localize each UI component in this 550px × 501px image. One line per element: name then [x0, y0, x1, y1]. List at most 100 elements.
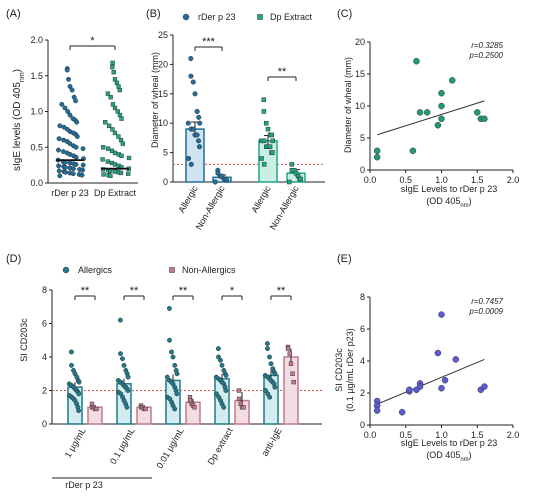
panel-d-point-allergic	[272, 371, 278, 377]
panel-d-sig-stars: **	[81, 285, 90, 297]
panel-a-point-rder	[73, 98, 79, 104]
panel-b-point	[212, 179, 218, 185]
panel-a-point-dp	[112, 162, 118, 167]
panel-d-legend-marker-allergic	[62, 266, 70, 274]
panel-a-chart: sIgE levels (OD 405nm) 0.0 0.5 1.0 1.5 2.0 rD…	[12, 35, 138, 198]
panel-b-point	[196, 144, 203, 150]
panel-e-point	[438, 384, 445, 392]
panel-b-point	[269, 132, 274, 138]
panel-e-ylabel-line2: (0.1 µg/mL rDer p23)	[345, 328, 355, 411]
panel-a-point-rder	[56, 136, 62, 142]
panel-a-point-dp	[116, 84, 121, 89]
panel-b-point	[192, 91, 198, 97]
panel-c-point	[409, 147, 417, 155]
panel-b-point	[224, 177, 230, 183]
panel-b-y-tick-label: 25	[158, 30, 168, 40]
panel-d-point-allergic	[174, 371, 180, 377]
panel-e-x-tick-label: 1.5	[471, 430, 484, 440]
panel-b-chart: Diameter of wheal (mm) 0 5 10 15 20 25 Allergi…	[150, 12, 325, 231]
panel-a-point-rder	[79, 172, 85, 178]
panel-c-point	[416, 109, 424, 116]
panel-d-sig-stars: **	[130, 285, 139, 297]
panel-b-point	[261, 109, 267, 114]
panel-a-point-rder	[73, 161, 79, 167]
panel-a-point-dp	[110, 127, 115, 132]
panel-a-point-dp	[114, 80, 120, 86]
panel-d-y-tick-label: 6	[42, 319, 47, 329]
panel-d-point-nonallergic	[290, 371, 295, 376]
panel-b-point	[190, 126, 196, 132]
panel-b-point	[261, 138, 267, 144]
panel-a-point-dp	[106, 123, 112, 128]
panel-a-point-rder	[63, 169, 69, 175]
panel-d-point-allergic	[218, 357, 223, 363]
panel-d-category-label: anti-IgE	[260, 426, 284, 458]
panel-e-ylabel-line1: SI CD203c	[334, 348, 344, 392]
panel-b-point	[263, 120, 269, 126]
panel-a-point-rder	[74, 119, 80, 125]
panel-d-point-allergic	[223, 372, 229, 378]
panel-d-point-allergic	[167, 337, 172, 343]
panel-d-point-allergic	[68, 349, 74, 355]
panel-c-point	[373, 147, 381, 155]
panel-d-point-allergic	[219, 362, 225, 368]
panel-c-y-tick-label: 20	[355, 37, 365, 47]
panel-b-legend-label-dp: Dp Extract	[270, 12, 313, 22]
panel-d-point-allergic	[125, 374, 131, 380]
panel-d-point-allergic	[223, 388, 229, 393]
panel-d-point-allergic	[172, 362, 178, 368]
panel-a-point-rder	[70, 171, 76, 177]
panel-label-c: (C)	[337, 8, 352, 20]
panel-d-point-allergic	[120, 356, 125, 362]
panel-a-point-rder	[59, 101, 65, 107]
panel-e-point	[452, 356, 460, 363]
panel-d-y-tick-label: 2	[42, 386, 47, 396]
panel-a-point-dp	[112, 130, 118, 136]
panel-d-point-allergic	[76, 379, 82, 385]
panel-a-y-tick-label: 0.0	[30, 178, 43, 188]
panel-b-point	[197, 120, 203, 126]
panel-e-point	[398, 408, 406, 416]
panel-a-category-label: Dp Extract	[94, 188, 137, 198]
panel-c-y-tick-label: 0	[360, 165, 365, 175]
panel-a-point-rder	[67, 112, 73, 118]
panel-c-x-tick-label: 1.5	[471, 175, 484, 185]
panel-d-sig-stars: **	[277, 285, 286, 297]
panel-c-point	[423, 109, 431, 116]
panel-c-xlabel-line2: (OD 405nm)	[426, 196, 471, 209]
panel-e-y-tick-label: 6	[360, 324, 365, 334]
panel-c-point	[373, 153, 381, 161]
panel-b-point	[190, 79, 196, 85]
panel-d-category-label: 0.1 µg/mL	[108, 426, 137, 466]
panel-a-point-dp	[101, 172, 106, 177]
panel-d-point-allergic	[172, 406, 178, 412]
panel-e-point	[481, 383, 488, 390]
panel-d-y-tick-label: 4	[42, 352, 47, 362]
panel-c-point	[434, 121, 442, 129]
panel-b-category-label: Allergic	[176, 184, 200, 215]
panel-b-point	[261, 97, 267, 102]
panel-d-point-nonallergic	[143, 406, 148, 412]
panel-b-point	[185, 120, 191, 126]
panel-a-point-rder	[67, 84, 73, 89]
panel-e-point	[434, 349, 442, 357]
panel-b-point	[259, 156, 264, 161]
panel-a-point-dp	[105, 159, 110, 164]
panel-b-point	[287, 179, 292, 185]
panel-a-point-dp	[105, 146, 111, 151]
panel-a-point-rder	[73, 154, 79, 160]
panel-e-p-value: p=0.0009	[468, 307, 503, 316]
panel-d-y-tick-label: 8	[42, 285, 47, 295]
panel-a-point-rder	[66, 76, 71, 82]
panel-d-point-allergic	[221, 404, 227, 410]
panel-e-x-tick-label: 0.0	[364, 430, 377, 440]
panel-e-point	[441, 376, 449, 384]
panel-c-y-tick-label: 15	[355, 69, 365, 79]
panel-e-y-tick-label: 8	[360, 292, 365, 302]
panel-a-point-rder	[56, 163, 62, 169]
panel-b-point	[194, 132, 200, 138]
panel-b-y-tick-label: 15	[158, 89, 168, 99]
panel-b-point	[298, 176, 304, 182]
panel-d-point-allergic	[164, 374, 170, 380]
panel-b-point	[194, 108, 200, 114]
